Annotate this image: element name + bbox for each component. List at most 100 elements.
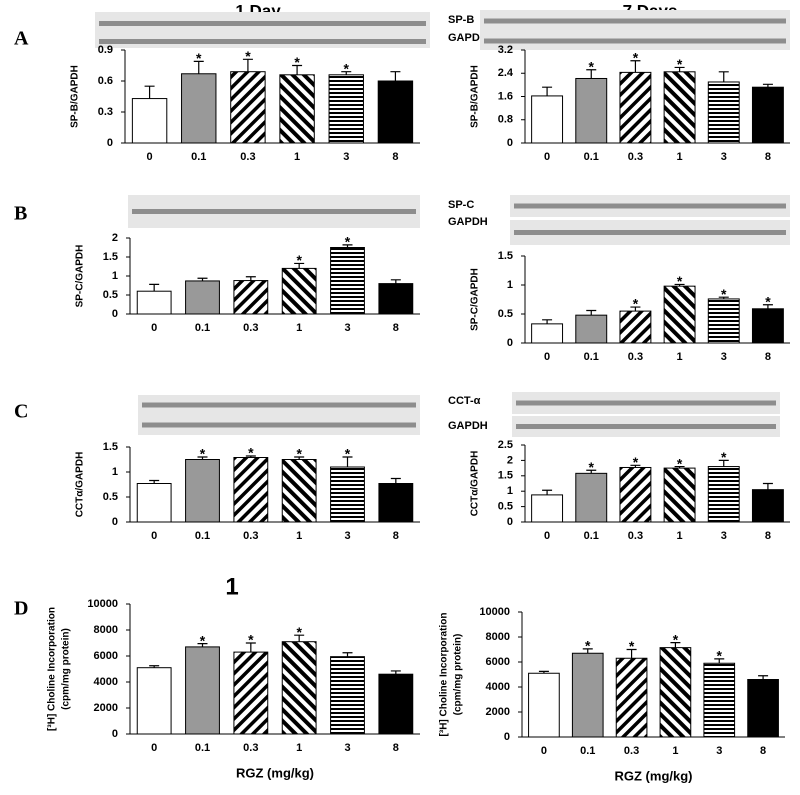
- x-tick-label: 1: [672, 745, 678, 757]
- y-axis-label: CCTα/GAPDH: [470, 451, 481, 517]
- bar: [185, 280, 220, 315]
- x-tick-label: 0.1: [584, 151, 599, 163]
- y-tick-label: 2.5: [498, 439, 513, 451]
- stray-label: 1: [225, 573, 238, 600]
- error-bar: [674, 283, 685, 287]
- y-tick-label: 0: [504, 731, 510, 743]
- error-bar: [197, 277, 208, 281]
- error-bar: [762, 482, 773, 490]
- bar: [279, 74, 315, 144]
- error-bar: [714, 658, 725, 664]
- error-bar: [245, 276, 256, 281]
- bar: [531, 494, 564, 523]
- error-bar: [197, 643, 208, 647]
- y-tick-label: 1.5: [103, 251, 118, 263]
- bar: [233, 651, 269, 735]
- panel-label: D: [14, 598, 28, 620]
- y-tick-label: 2: [112, 232, 118, 244]
- blot-band: [142, 402, 416, 408]
- blot-label: CCT-α: [448, 395, 481, 407]
- x-tick-label: 0.1: [195, 322, 210, 334]
- significance-mark: *: [294, 54, 300, 70]
- significance-mark: *: [344, 60, 350, 76]
- y-axis-label: (cpm/mg protein): [453, 634, 464, 716]
- x-tick-label: 0: [544, 351, 550, 363]
- blot-label: GAPDH: [448, 216, 488, 228]
- x-tick-label: 3: [344, 322, 350, 334]
- blot-band: [142, 422, 416, 428]
- bar: [751, 308, 784, 344]
- bar: [330, 247, 365, 315]
- error-bar: [542, 319, 553, 324]
- bar: [575, 472, 608, 523]
- error-bar: [630, 306, 641, 312]
- x-tick-label: 1: [677, 530, 683, 542]
- panel-label: A: [14, 28, 29, 50]
- x-tick-label: 0.3: [628, 151, 643, 163]
- significance-mark: *: [345, 446, 351, 462]
- bar: [185, 646, 220, 735]
- x-tick-label: 0.3: [240, 151, 255, 163]
- y-tick-label: 0.5: [498, 308, 513, 320]
- panel-label: C: [14, 401, 28, 423]
- y-tick-label: 0.8: [498, 114, 513, 126]
- y-tick-label: 0: [112, 728, 118, 740]
- x-tick-label: 3: [721, 351, 727, 363]
- error-bar: [149, 283, 160, 292]
- error-bar: [294, 262, 305, 269]
- x-axis-label: RGZ (mg/kg): [615, 768, 693, 783]
- significance-mark: *: [629, 638, 635, 654]
- y-tick-label: 1.5: [498, 470, 513, 482]
- bar: [330, 656, 365, 735]
- y-tick-label: 1.5: [498, 250, 513, 262]
- significance-mark: *: [717, 648, 723, 664]
- error-bar: [294, 456, 305, 460]
- bar: [663, 71, 696, 144]
- x-tick-label: 0.1: [584, 351, 599, 363]
- significance-mark: *: [673, 631, 679, 647]
- error-bar: [626, 648, 637, 659]
- blot-band: [514, 230, 786, 235]
- y-tick-label: 6000: [486, 656, 510, 668]
- error-bar: [245, 455, 256, 458]
- x-tick-label: 3: [721, 530, 727, 542]
- x-tick-label: 0.3: [243, 322, 258, 334]
- error-bar: [542, 489, 553, 495]
- x-tick-label: 8: [765, 351, 771, 363]
- error-bar: [390, 477, 401, 484]
- blot-band: [516, 400, 776, 406]
- y-tick-label: 0: [112, 516, 118, 528]
- error-bar: [245, 642, 256, 653]
- y-tick-label: 2: [507, 454, 513, 466]
- bar: [281, 267, 317, 315]
- y-tick-label: 0: [507, 516, 513, 528]
- error-bar: [144, 85, 155, 99]
- error-bar: [718, 296, 729, 299]
- blot-band: [99, 21, 426, 26]
- error-bar: [674, 465, 685, 469]
- bar: [703, 662, 736, 738]
- y-tick-label: 0.3: [98, 106, 113, 118]
- error-bar: [197, 456, 208, 460]
- significance-mark: *: [248, 632, 254, 648]
- error-bar: [542, 86, 553, 96]
- x-tick-label: 8: [393, 742, 399, 754]
- error-bar: [674, 66, 685, 72]
- y-tick-label: 10000: [479, 606, 510, 618]
- blot-label: GAPDH: [448, 420, 488, 432]
- y-tick-label: 0: [112, 308, 118, 320]
- x-tick-label: 0: [544, 530, 550, 542]
- y-tick-label: 1.5: [103, 441, 118, 453]
- y-tick-label: 0.5: [498, 501, 513, 513]
- bar: [181, 73, 217, 144]
- significance-mark: *: [589, 58, 595, 74]
- blot-label: GAPDH: [448, 32, 488, 44]
- error-bar: [630, 464, 641, 468]
- error-bar: [718, 71, 729, 82]
- y-tick-label: 6000: [94, 650, 118, 662]
- y-axis-label: SP-C/GAPDH: [470, 268, 481, 331]
- significance-mark: *: [721, 449, 727, 465]
- y-tick-label: 4000: [486, 681, 510, 693]
- significance-mark: *: [721, 286, 727, 302]
- significance-mark: *: [200, 446, 206, 462]
